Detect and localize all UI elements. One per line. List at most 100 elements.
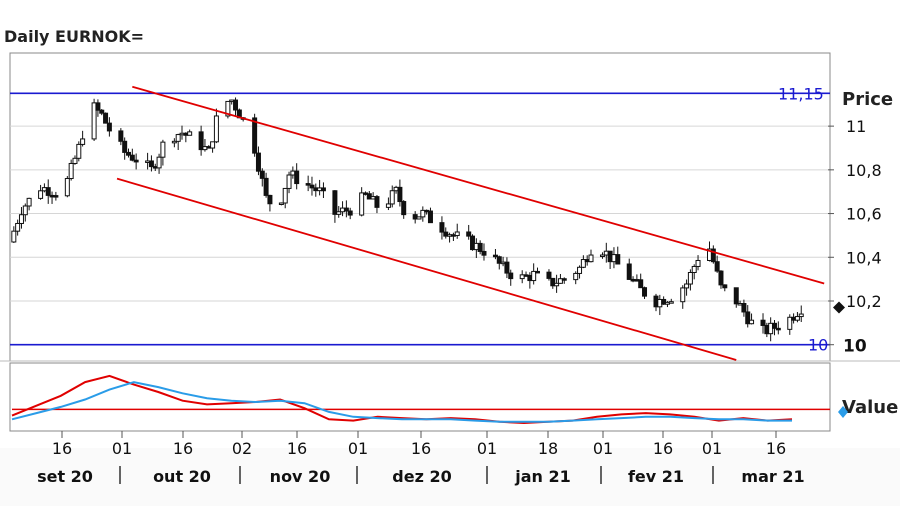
candle-body [347, 210, 353, 216]
candle-body [106, 122, 112, 132]
candle-body [210, 141, 216, 149]
x-tick-label: 18 [538, 439, 558, 458]
candles [11, 97, 804, 342]
candle-body [213, 115, 219, 143]
candle-body [554, 282, 560, 287]
candle-body [45, 187, 51, 196]
candle-body [477, 242, 483, 252]
value-axis-title: Value [842, 397, 898, 418]
channel-line [132, 85, 825, 285]
candle-body [680, 287, 686, 303]
x-tick-label: 16 [287, 439, 307, 458]
x-tick-label: 01 [593, 439, 613, 458]
main-panel-frame [9, 52, 831, 362]
candle-body [787, 316, 793, 330]
candle-body [771, 322, 777, 329]
candle-body [11, 230, 17, 243]
x-month-label: set 20 [37, 467, 93, 486]
candle-body [798, 313, 804, 318]
candle-body [15, 222, 21, 232]
candle-body [661, 298, 667, 305]
candle-body [26, 197, 32, 207]
level-label: 10 [808, 336, 828, 355]
y-tick-label: 10,2 [846, 292, 882, 311]
candle-body [577, 266, 583, 274]
candle-body [255, 152, 261, 172]
candle-body [263, 177, 269, 196]
candle-body [481, 250, 487, 256]
date-axis: 16 01 16 02 16 01 16 01 18 01 16 01 16 set 20 out 20 no… [37, 431, 805, 486]
value-marker-icon [838, 406, 848, 418]
candle-body [741, 303, 747, 313]
candle-body [722, 284, 728, 289]
candle-body [420, 209, 426, 218]
candle-body [439, 222, 445, 233]
candle-body [22, 205, 28, 216]
candle-body [129, 154, 135, 161]
candle-body [282, 187, 288, 204]
candle-body [504, 261, 510, 274]
candle-body [687, 272, 693, 285]
level-label: 11,15 [778, 84, 824, 103]
x-month-label: mar 21 [741, 467, 804, 486]
candle-body [588, 254, 594, 263]
candle-body [615, 254, 621, 265]
candle-body [99, 109, 105, 114]
candle-body [53, 195, 59, 198]
candle-body [691, 265, 697, 274]
level-lines: 11,15 10 10 [10, 84, 867, 357]
x-month-label: out 20 [153, 467, 211, 486]
candle-body [557, 278, 563, 284]
candle-body [320, 187, 326, 192]
candle-body [156, 156, 162, 169]
candle-body [160, 141, 166, 158]
x-tick-label: 01 [348, 439, 368, 458]
candle-body [668, 301, 674, 304]
price-axis-title: Price [842, 89, 893, 110]
candle-body [599, 254, 605, 258]
price-axis: 11 10,8 10,6 10,4 10,2 [828, 117, 882, 346]
candle-body [18, 214, 24, 224]
candle-body [233, 99, 239, 111]
candle-body [642, 287, 648, 297]
candle-body [305, 183, 311, 186]
candle-body [401, 201, 407, 216]
candle-body [171, 140, 177, 144]
x-month-label: jan 21 [514, 467, 571, 486]
y-tick-label: 10,8 [846, 161, 882, 180]
candle-body [389, 190, 395, 205]
candle-body [492, 254, 498, 258]
candle-body [749, 319, 755, 325]
x-tick-label: 16 [411, 439, 431, 458]
candle-body [466, 231, 472, 237]
candle-body [733, 287, 739, 305]
candle-body [259, 170, 265, 179]
candle-body [148, 160, 154, 168]
candle-body [745, 311, 751, 325]
candle-body [561, 278, 567, 281]
candle-body [580, 259, 586, 268]
x-tick-label: 16 [173, 439, 193, 458]
candle-body [294, 170, 300, 185]
oscillator-series-line [11, 374, 793, 425]
candle-body [91, 102, 97, 140]
candle-body [760, 319, 766, 326]
x-tick-label: 01 [112, 439, 132, 458]
candle-body [122, 140, 128, 153]
candle-body [775, 327, 781, 331]
candle-body [550, 277, 556, 287]
candle-body [546, 271, 552, 279]
candle-body [225, 100, 231, 117]
candle-body [638, 279, 644, 289]
candle-body [175, 134, 181, 142]
candle-body [309, 184, 315, 189]
candle-body [80, 138, 86, 145]
y-tick-label: 10 [843, 337, 867, 357]
y-tick-label: 10,4 [846, 248, 882, 267]
x-tick-label: 16 [653, 439, 673, 458]
candle-body [72, 157, 78, 164]
candle-body [252, 117, 258, 154]
candle-body [684, 283, 690, 289]
candle-body [198, 131, 204, 151]
